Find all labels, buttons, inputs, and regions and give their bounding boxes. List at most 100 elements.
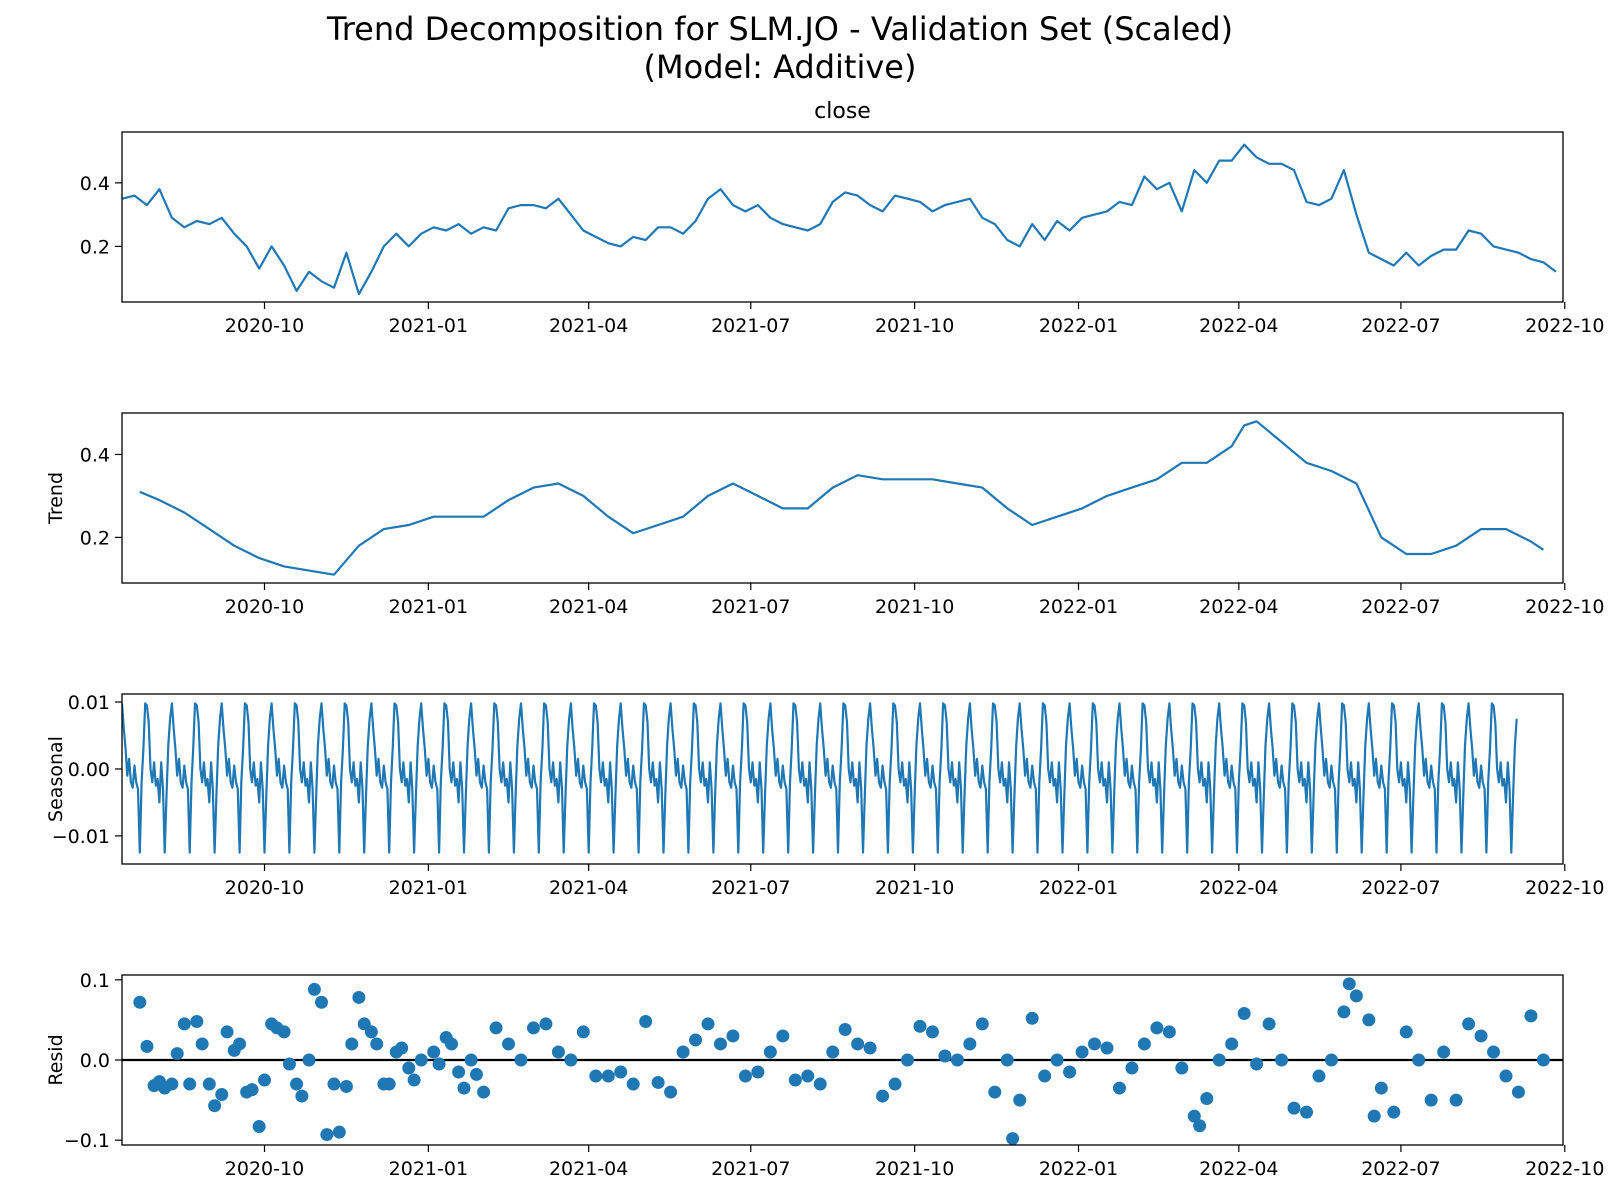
x-tick-label: 2021-04 — [549, 877, 628, 899]
x-tick-label: 2020-10 — [225, 315, 304, 337]
resid-point — [1474, 1029, 1488, 1043]
x-tick-label: 2022-04 — [1199, 1158, 1278, 1180]
resid-point — [1225, 1037, 1239, 1051]
y-tick-label: 0.01 — [68, 692, 110, 714]
resid-point — [913, 1019, 927, 1033]
resid-point — [1125, 1061, 1139, 1075]
resid-point — [1212, 1053, 1226, 1067]
x-tick-label: 2022-07 — [1361, 1158, 1440, 1180]
series-line — [122, 143, 1557, 296]
resid-point — [1437, 1045, 1451, 1059]
x-tick-label: 2020-10 — [225, 1158, 304, 1180]
resid-point — [352, 990, 366, 1004]
resid-point — [950, 1053, 964, 1067]
resid-point — [452, 1065, 466, 1079]
resid-point — [382, 1077, 396, 1091]
resid-point — [1300, 1105, 1314, 1119]
resid-point — [345, 1037, 359, 1051]
x-tick-label: 2021-01 — [389, 315, 468, 337]
x-tick-label: 2022-10 — [1525, 877, 1604, 899]
plot-area — [139, 420, 1545, 576]
resid-point — [469, 1067, 483, 1081]
resid-point — [651, 1075, 665, 1089]
axes-frame — [121, 693, 1564, 865]
x-tick-label: 2021-07 — [711, 1158, 790, 1180]
resid-point — [1262, 1017, 1276, 1031]
y-tick-label: 0.4 — [80, 444, 110, 466]
resid-point — [526, 1021, 540, 1035]
resid-point — [1449, 1093, 1463, 1107]
resid-point — [763, 1045, 777, 1059]
y-tick-label: 0.1 — [80, 970, 110, 992]
panel-1: close 0.2 0.4 2020-10 2021-01 2021-04 2021-07 2… — [80, 99, 1605, 337]
resid-point — [445, 1037, 459, 1051]
resid-point — [1424, 1093, 1438, 1107]
axes-frame — [121, 412, 1564, 584]
resid-point — [133, 995, 147, 1009]
resid-point — [457, 1081, 471, 1095]
x-tick-label: 2022-10 — [1525, 596, 1604, 618]
resid-point — [477, 1085, 491, 1099]
resid-point — [751, 1065, 765, 1079]
resid-point — [788, 1073, 802, 1087]
resid-point — [215, 1087, 229, 1101]
resid-point — [701, 1017, 715, 1031]
x-tick-label: 2021-01 — [389, 877, 468, 899]
resid-point — [863, 1041, 877, 1055]
resid-point — [1287, 1101, 1301, 1115]
resid-point — [395, 1041, 409, 1055]
resid-point — [1412, 1053, 1426, 1067]
x-tick-label: 2021-01 — [389, 596, 468, 618]
resid-point — [1038, 1069, 1052, 1083]
resid-point — [140, 1039, 154, 1053]
resid-point — [195, 1037, 209, 1051]
resid-point — [414, 1053, 428, 1067]
x-tick-label: 2022-07 — [1361, 315, 1440, 337]
resid-point — [1162, 1025, 1176, 1039]
resid-point — [963, 1037, 977, 1051]
resid-point — [589, 1069, 603, 1083]
resid-point — [332, 1125, 346, 1139]
x-tick-label: 2021-07 — [711, 877, 790, 899]
x-tick-label: 2020-10 — [225, 877, 304, 899]
resid-point — [290, 1077, 304, 1091]
resid-point — [689, 1033, 703, 1047]
resid-point — [539, 1017, 553, 1031]
resid-point — [295, 1089, 309, 1103]
resid-point — [190, 1015, 204, 1029]
resid-point — [314, 995, 328, 1009]
resid-point — [1399, 1025, 1413, 1039]
resid-point — [1100, 1041, 1114, 1055]
resid-point — [1250, 1057, 1264, 1071]
resid-point — [1511, 1085, 1525, 1099]
panel-4: Resid 0.1 0.0 −0.1 2020-10 2021-01 2021-04 2021… — [45, 970, 1604, 1180]
plot-area — [122, 702, 1518, 854]
y-tick-label: 0.4 — [80, 173, 110, 195]
resid-point — [1324, 1053, 1338, 1067]
figure-title-line2: (Model: Additive) — [644, 48, 917, 86]
x-tick-label: 2021-07 — [711, 315, 790, 337]
resid-point — [664, 1085, 678, 1099]
x-tick-label: 2022-04 — [1199, 596, 1278, 618]
resid-point — [320, 1128, 334, 1142]
resid-point — [1275, 1053, 1289, 1067]
y-tick-label: −0.01 — [52, 826, 110, 848]
resid-point — [1088, 1037, 1102, 1051]
x-tick-label: 2022-01 — [1039, 596, 1118, 618]
x-tick-label: 2021-10 — [875, 596, 954, 618]
resid-point — [432, 1057, 446, 1071]
resid-point — [876, 1089, 890, 1103]
resid-point — [364, 1025, 378, 1039]
resid-point — [1112, 1081, 1126, 1095]
resid-point — [514, 1053, 528, 1067]
x-tick-label: 2022-07 — [1361, 877, 1440, 899]
plot-area — [122, 977, 1563, 1145]
y-tick-label: 0.0 — [80, 1050, 110, 1072]
resid-point — [838, 1023, 852, 1037]
resid-point — [257, 1073, 271, 1087]
x-tick-label: 2020-10 — [225, 596, 304, 618]
resid-point — [489, 1021, 503, 1035]
x-tick-label: 2022-04 — [1199, 877, 1278, 899]
